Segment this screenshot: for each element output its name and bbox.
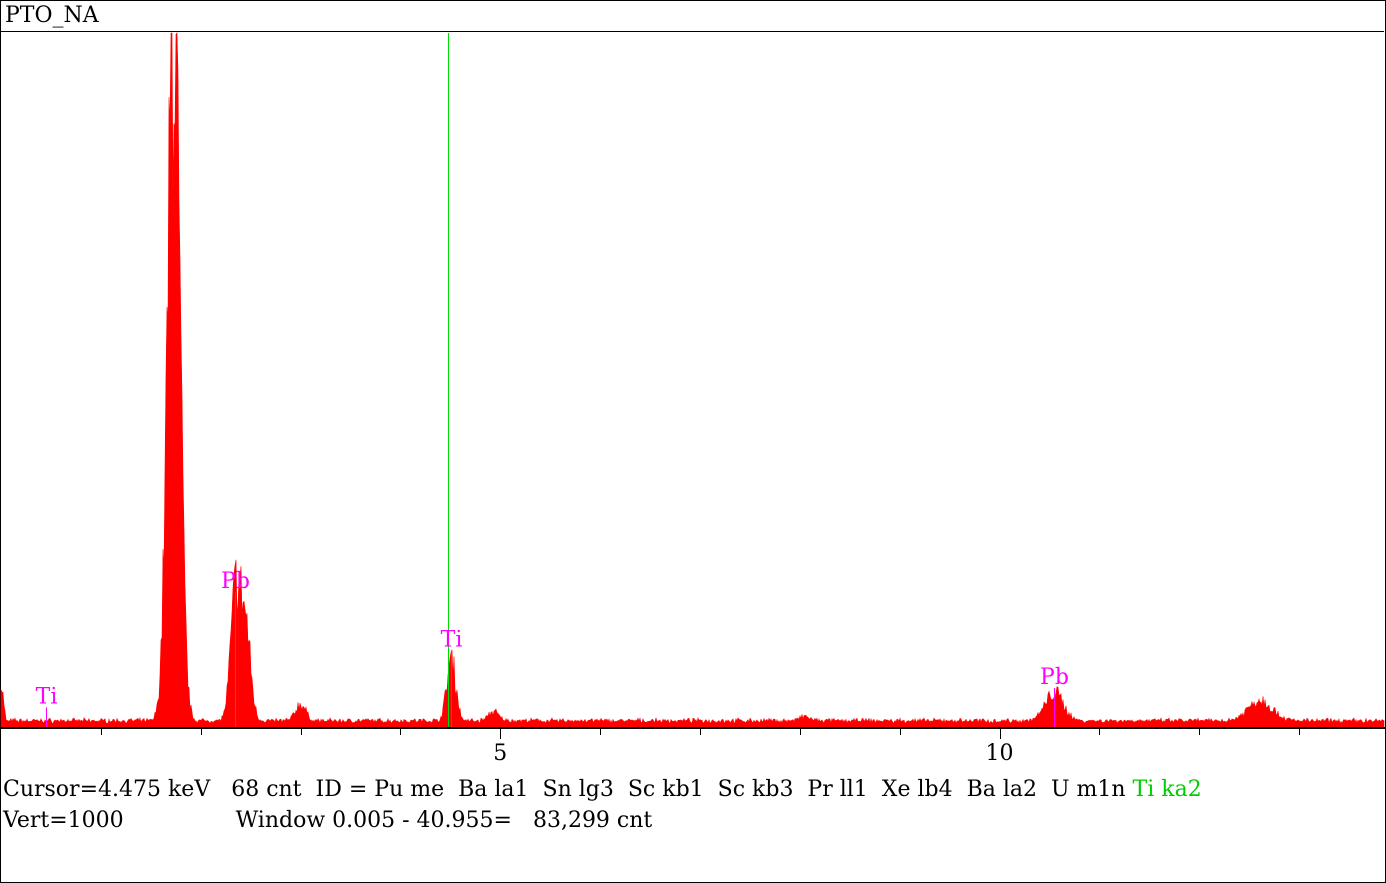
id-list: ID = Pu me Ba la1 Sn lg3 Sc kb1 Sc kb3 P… — [315, 777, 1126, 802]
spectrum-title: PTO_NA — [5, 3, 99, 28]
cursor-counts: 68 cnt — [231, 777, 302, 802]
status-line-1: Cursor=4.475 keV 68 cnt ID = Pu me Ba la… — [3, 777, 1202, 803]
spectrum-area — [0, 32, 1385, 728]
status-line-2: Vert=1000 Window 0.005 - 40.955= 83,299 … — [3, 808, 652, 834]
x-tick-label: 5 — [493, 741, 507, 766]
element-label: Ti — [36, 684, 58, 709]
vertical-scale: Vert=1000 — [3, 808, 124, 833]
title-divider — [0, 31, 1384, 32]
x-tick-label: 10 — [986, 741, 1014, 766]
element-label: Pb — [221, 569, 250, 594]
window-range: Window 0.005 - 40.955= — [235, 808, 512, 833]
element-label: Pb — [1040, 665, 1069, 690]
total-counts: 83,299 cnt — [532, 808, 653, 833]
id-highlight: Ti ka2 — [1132, 777, 1202, 802]
cursor-readout: Cursor=4.475 keV — [3, 777, 211, 802]
element-label: Ti — [441, 627, 463, 652]
